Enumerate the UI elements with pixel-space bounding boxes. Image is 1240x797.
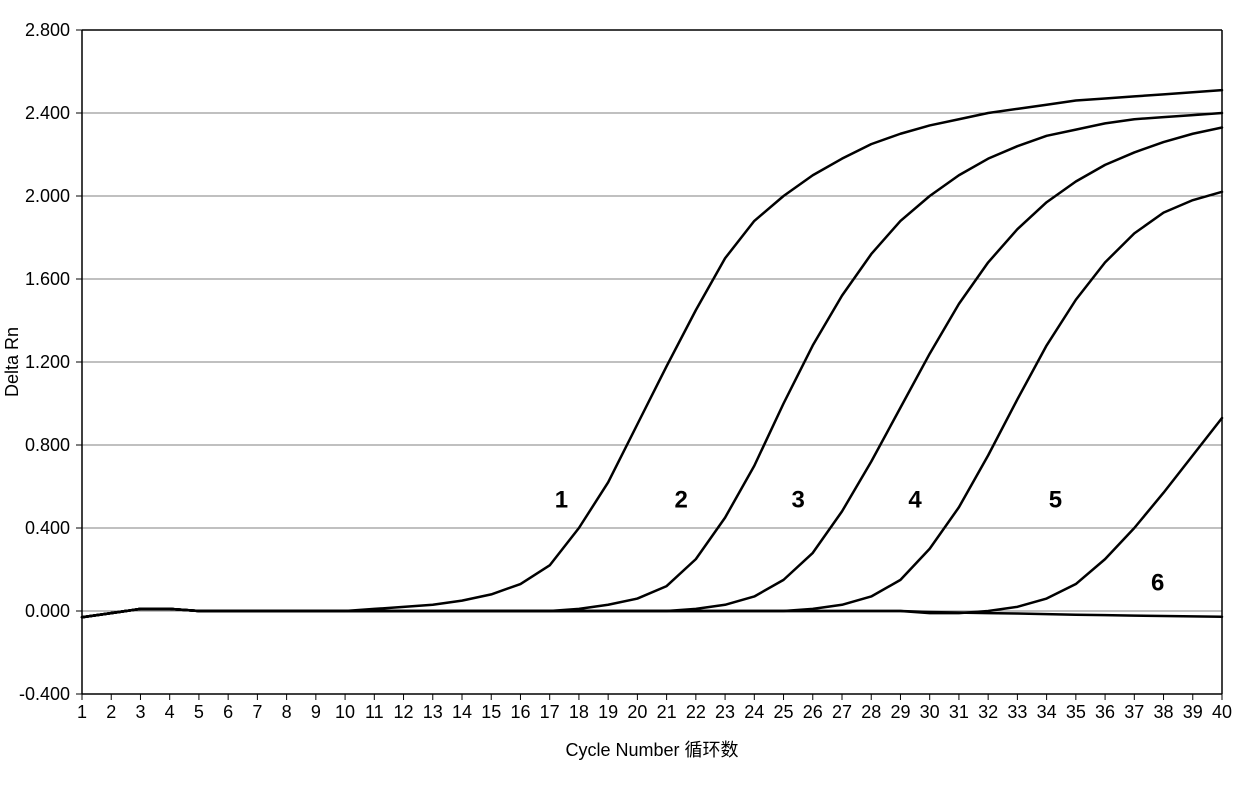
x-tick-label: 18 bbox=[569, 702, 589, 722]
x-tick-label: 12 bbox=[394, 702, 414, 722]
x-tick-label: 20 bbox=[627, 702, 647, 722]
x-tick-label: 11 bbox=[365, 702, 384, 722]
x-tick-label: 39 bbox=[1183, 702, 1203, 722]
pcr-amplification-chart: 1234567891011121314151617181920212223242… bbox=[0, 0, 1240, 797]
x-tick-label: 15 bbox=[481, 702, 501, 722]
x-tick-label: 3 bbox=[135, 702, 145, 722]
y-axis-title: Delta Rn bbox=[2, 327, 22, 397]
x-tick-label: 24 bbox=[744, 702, 764, 722]
x-tick-label: 32 bbox=[978, 702, 998, 722]
x-tick-label: 10 bbox=[335, 702, 355, 722]
y-tick-label: 0.000 bbox=[25, 601, 70, 621]
x-tick-label: 26 bbox=[803, 702, 823, 722]
x-tick-label: 36 bbox=[1095, 702, 1115, 722]
x-tick-label: 5 bbox=[194, 702, 204, 722]
x-tick-label: 31 bbox=[949, 702, 969, 722]
x-tick-label: 37 bbox=[1124, 702, 1144, 722]
curve-label-5: 5 bbox=[1049, 486, 1062, 513]
y-tick-label: -0.400 bbox=[19, 684, 70, 704]
x-tick-label: 14 bbox=[452, 702, 472, 722]
x-tick-label: 29 bbox=[890, 702, 910, 722]
y-tick-label: 2.400 bbox=[25, 103, 70, 123]
x-tick-label: 7 bbox=[252, 702, 262, 722]
x-tick-label: 30 bbox=[920, 702, 940, 722]
y-tick-label: 2.000 bbox=[25, 186, 70, 206]
y-tick-label: 2.800 bbox=[25, 20, 70, 40]
y-tick-label: 0.400 bbox=[25, 518, 70, 538]
x-tick-label: 16 bbox=[510, 702, 530, 722]
x-tick-label: 40 bbox=[1212, 702, 1232, 722]
y-tick-label: 1.600 bbox=[25, 269, 70, 289]
x-tick-label: 23 bbox=[715, 702, 735, 722]
x-tick-label: 2 bbox=[106, 702, 116, 722]
x-tick-label: 4 bbox=[165, 702, 175, 722]
curve-label-4: 4 bbox=[908, 486, 922, 513]
curve-label-3: 3 bbox=[791, 486, 804, 513]
x-axis-title: Cycle Number 循环数 bbox=[565, 740, 738, 760]
x-tick-label: 25 bbox=[774, 702, 794, 722]
x-tick-label: 1 bbox=[77, 702, 87, 722]
x-tick-label: 6 bbox=[223, 702, 233, 722]
x-tick-label: 33 bbox=[1007, 702, 1027, 722]
x-tick-label: 9 bbox=[311, 702, 321, 722]
x-tick-label: 8 bbox=[282, 702, 292, 722]
x-tick-label: 35 bbox=[1066, 702, 1086, 722]
x-tick-label: 13 bbox=[423, 702, 443, 722]
x-tick-label: 28 bbox=[861, 702, 881, 722]
y-tick-label: 1.200 bbox=[25, 352, 70, 372]
curve-label-2: 2 bbox=[675, 486, 688, 513]
x-tick-label: 19 bbox=[598, 702, 618, 722]
x-tick-label: 38 bbox=[1154, 702, 1174, 722]
x-tick-label: 27 bbox=[832, 702, 852, 722]
x-tick-label: 22 bbox=[686, 702, 706, 722]
curve-label-6: 6 bbox=[1151, 569, 1164, 596]
chart-svg: 1234567891011121314151617181920212223242… bbox=[0, 0, 1240, 797]
x-tick-label: 17 bbox=[540, 702, 560, 722]
y-tick-label: 0.800 bbox=[25, 435, 70, 455]
curve-label-1: 1 bbox=[555, 486, 568, 513]
x-tick-label: 34 bbox=[1037, 702, 1057, 722]
x-tick-label: 21 bbox=[657, 702, 677, 722]
